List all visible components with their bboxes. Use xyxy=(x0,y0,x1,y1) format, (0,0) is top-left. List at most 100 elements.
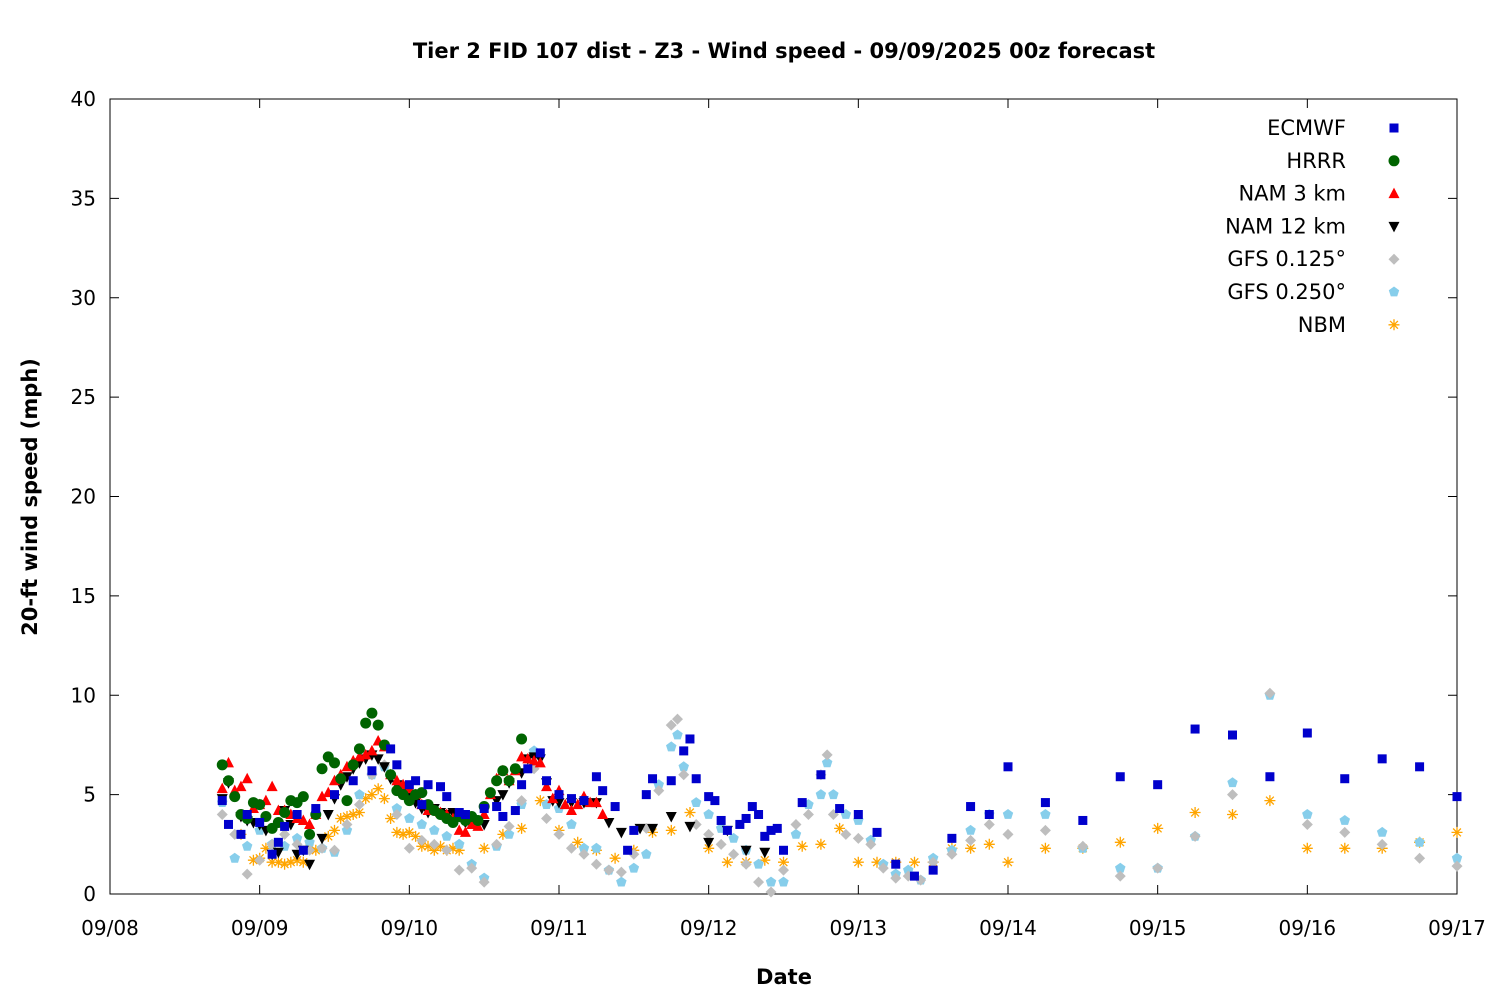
data-point xyxy=(429,824,440,835)
legend: ECMWF HRRR NAM 3 km NAM 12 km GFS 0.125° GFS … xyxy=(1225,116,1400,337)
data-point xyxy=(1115,772,1125,782)
data-point xyxy=(909,856,920,868)
data-point xyxy=(802,809,814,820)
series-ecmwf xyxy=(217,724,1462,881)
data-point xyxy=(653,785,665,797)
data-point xyxy=(416,787,428,799)
data-point xyxy=(623,845,633,855)
legend-label-hrrr: HRRR xyxy=(1286,149,1346,173)
data-point xyxy=(716,815,726,825)
data-point xyxy=(497,790,509,801)
data-point xyxy=(597,808,609,819)
data-point xyxy=(503,828,515,839)
data-point xyxy=(703,837,715,849)
x-tick-label: 09/08 xyxy=(81,916,139,940)
data-point xyxy=(590,796,602,808)
data-point xyxy=(1003,762,1013,772)
x-axis-label: Date xyxy=(756,965,812,989)
data-point xyxy=(347,809,359,820)
x-tick-label: 09/15 xyxy=(1129,916,1187,940)
data-point xyxy=(503,820,515,832)
data-point xyxy=(759,847,771,859)
data-point xyxy=(684,807,696,818)
data-point xyxy=(280,821,290,831)
x-tick-label: 09/12 xyxy=(680,916,738,940)
data-point xyxy=(927,856,939,868)
data-point xyxy=(316,790,328,802)
data-point xyxy=(541,812,553,824)
data-point xyxy=(416,840,428,852)
data-point xyxy=(778,864,789,876)
data-point xyxy=(316,842,328,854)
x-tick-label: 09/17 xyxy=(1428,916,1486,940)
data-point xyxy=(304,836,315,847)
data-point xyxy=(690,818,702,830)
data-point xyxy=(416,818,427,829)
data-point xyxy=(478,842,490,854)
legend-marker-hrrr xyxy=(1388,155,1400,167)
data-point xyxy=(454,808,464,818)
data-point xyxy=(835,804,845,814)
data-point xyxy=(1114,870,1126,882)
data-point xyxy=(665,824,677,836)
data-point xyxy=(403,842,415,854)
data-point xyxy=(304,859,316,871)
data-point xyxy=(983,838,995,850)
y-tick-label: 30 xyxy=(71,286,96,310)
data-point xyxy=(466,818,478,829)
data-point xyxy=(984,810,994,819)
data-point xyxy=(372,754,384,765)
data-point xyxy=(1339,815,1350,825)
data-point xyxy=(628,862,640,873)
data-point xyxy=(391,774,403,786)
data-point xyxy=(703,842,715,854)
data-point xyxy=(753,858,764,869)
data-point xyxy=(392,760,402,770)
data-point xyxy=(279,828,291,840)
data-point xyxy=(255,817,265,827)
data-point xyxy=(516,750,528,762)
data-point xyxy=(965,834,977,846)
data-point xyxy=(703,828,715,840)
data-point xyxy=(329,824,340,836)
data-point xyxy=(1339,842,1351,854)
data-point xyxy=(559,798,571,810)
data-point xyxy=(516,822,528,834)
data-point xyxy=(272,856,284,868)
data-point xyxy=(329,757,340,769)
data-point xyxy=(648,774,658,784)
data-point xyxy=(852,832,864,844)
data-point xyxy=(1114,836,1126,848)
data-point xyxy=(316,833,328,845)
data-point xyxy=(1451,860,1463,872)
data-point xyxy=(710,796,720,806)
data-point xyxy=(765,876,777,887)
y-tick-label: 5 xyxy=(83,783,96,807)
data-point xyxy=(1452,792,1462,802)
y-tick-label: 40 xyxy=(71,87,96,111)
data-point xyxy=(647,823,659,835)
x-tick-label: 09/13 xyxy=(830,916,888,940)
data-point xyxy=(428,844,440,856)
data-point xyxy=(741,813,751,823)
data-point xyxy=(516,733,528,745)
data-point xyxy=(416,834,428,846)
data-point xyxy=(353,807,365,818)
data-point xyxy=(754,810,764,819)
data-point xyxy=(759,854,771,866)
data-point xyxy=(497,828,509,840)
data-point xyxy=(547,792,559,804)
legend-marker-gfs-0-250 xyxy=(1388,286,1400,297)
data-point xyxy=(460,810,470,819)
data-point xyxy=(523,764,533,774)
data-point xyxy=(797,798,807,808)
data-point xyxy=(266,780,278,792)
data-point xyxy=(348,776,358,786)
data-point xyxy=(291,832,303,843)
data-point xyxy=(947,833,957,843)
data-point xyxy=(765,886,777,898)
data-point xyxy=(372,783,384,795)
data-point xyxy=(216,759,228,771)
data-point xyxy=(834,822,846,834)
legend-label-nam-3-km: NAM 3 km xyxy=(1238,182,1346,206)
